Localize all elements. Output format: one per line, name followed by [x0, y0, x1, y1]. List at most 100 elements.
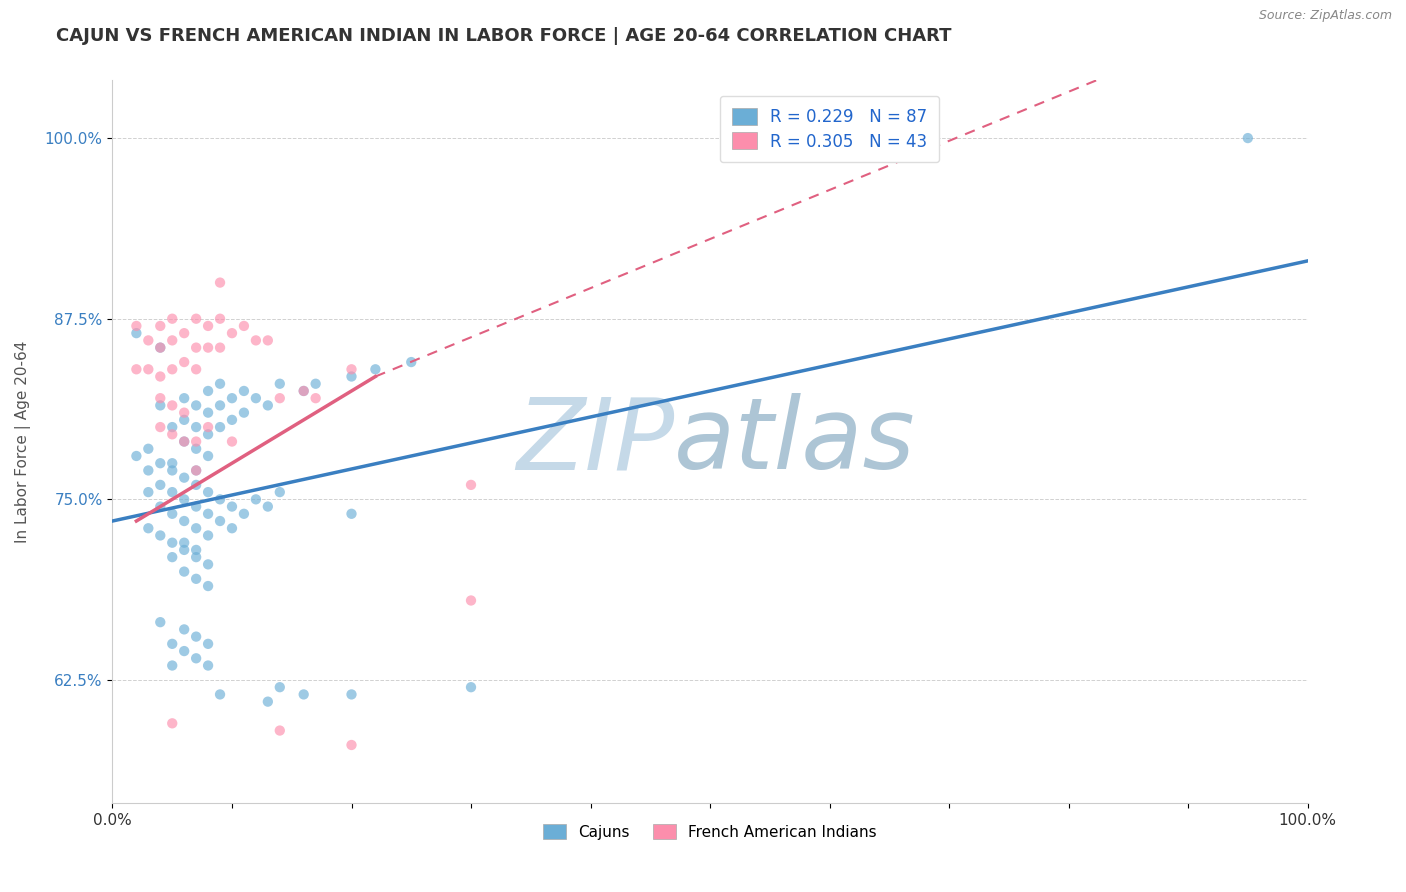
Point — [460, 680, 482, 694]
Point — [269, 391, 291, 405]
Point — [269, 680, 291, 694]
Point — [257, 398, 280, 412]
Point — [173, 565, 195, 579]
Point — [138, 442, 160, 456]
Point — [186, 341, 208, 355]
Text: ZIP: ZIP — [516, 393, 675, 490]
Point — [186, 420, 208, 434]
Point — [292, 687, 315, 701]
Point — [173, 535, 195, 549]
Point — [173, 623, 195, 637]
Point — [149, 528, 172, 542]
Point — [173, 543, 195, 558]
Point — [209, 376, 232, 391]
Point — [460, 478, 482, 492]
Point — [173, 391, 195, 405]
Point — [162, 550, 183, 565]
Point — [173, 492, 195, 507]
Point — [245, 334, 267, 348]
Point — [245, 492, 267, 507]
Point — [149, 341, 172, 355]
Point — [162, 398, 183, 412]
Point — [186, 630, 208, 644]
Point — [173, 644, 195, 658]
Point — [186, 550, 208, 565]
Point — [197, 579, 219, 593]
Point — [125, 326, 148, 341]
Point — [186, 521, 208, 535]
Point — [125, 362, 148, 376]
Point — [173, 413, 195, 427]
Point — [197, 384, 219, 398]
Point — [197, 558, 219, 572]
Point — [269, 376, 291, 391]
Point — [173, 434, 195, 449]
Point — [197, 528, 219, 542]
Point — [197, 406, 219, 420]
Point — [269, 723, 291, 738]
Point — [186, 651, 208, 665]
Point — [186, 478, 208, 492]
Point — [173, 514, 195, 528]
Point — [149, 420, 172, 434]
Point — [401, 355, 423, 369]
Point — [149, 341, 172, 355]
Text: CAJUN VS FRENCH AMERICAN INDIAN IN LABOR FORCE | AGE 20-64 CORRELATION CHART: CAJUN VS FRENCH AMERICAN INDIAN IN LABOR… — [56, 27, 952, 45]
Point — [197, 449, 219, 463]
Point — [257, 695, 280, 709]
Point — [305, 376, 328, 391]
Point — [125, 318, 148, 333]
Point — [221, 434, 243, 449]
Point — [162, 507, 183, 521]
Point — [173, 326, 195, 341]
Point — [197, 318, 219, 333]
Point — [197, 341, 219, 355]
Point — [186, 463, 208, 477]
Point — [138, 463, 160, 477]
Point — [221, 413, 243, 427]
Point — [186, 362, 208, 376]
Point — [233, 318, 256, 333]
Point — [149, 456, 172, 470]
Text: atlas: atlas — [675, 393, 915, 490]
Point — [138, 521, 160, 535]
Point — [162, 637, 183, 651]
Point — [209, 311, 232, 326]
Point — [340, 738, 363, 752]
Point — [173, 406, 195, 420]
Point — [221, 391, 243, 405]
Point — [209, 492, 232, 507]
Point — [186, 442, 208, 456]
Point — [149, 369, 172, 384]
Point — [138, 362, 160, 376]
Point — [186, 434, 208, 449]
Point — [340, 369, 363, 384]
Point — [173, 434, 195, 449]
Point — [364, 362, 387, 376]
Point — [340, 507, 363, 521]
Point — [209, 420, 232, 434]
Point — [149, 615, 172, 630]
Point — [162, 311, 183, 326]
Point — [162, 456, 183, 470]
Point — [292, 384, 315, 398]
Y-axis label: In Labor Force | Age 20-64: In Labor Force | Age 20-64 — [15, 341, 31, 542]
Point — [149, 318, 172, 333]
Point — [460, 593, 482, 607]
Point — [245, 391, 267, 405]
Point — [257, 334, 280, 348]
Point — [340, 687, 363, 701]
Point — [340, 362, 363, 376]
Point — [149, 500, 172, 514]
Point — [162, 535, 183, 549]
Point — [149, 398, 172, 412]
Point — [138, 334, 160, 348]
Point — [149, 391, 172, 405]
Point — [186, 463, 208, 477]
Point — [186, 572, 208, 586]
Legend: Cajuns, French American Indians: Cajuns, French American Indians — [537, 818, 883, 846]
Text: Source: ZipAtlas.com: Source: ZipAtlas.com — [1258, 9, 1392, 22]
Point — [162, 420, 183, 434]
Point — [209, 687, 232, 701]
Point — [221, 521, 243, 535]
